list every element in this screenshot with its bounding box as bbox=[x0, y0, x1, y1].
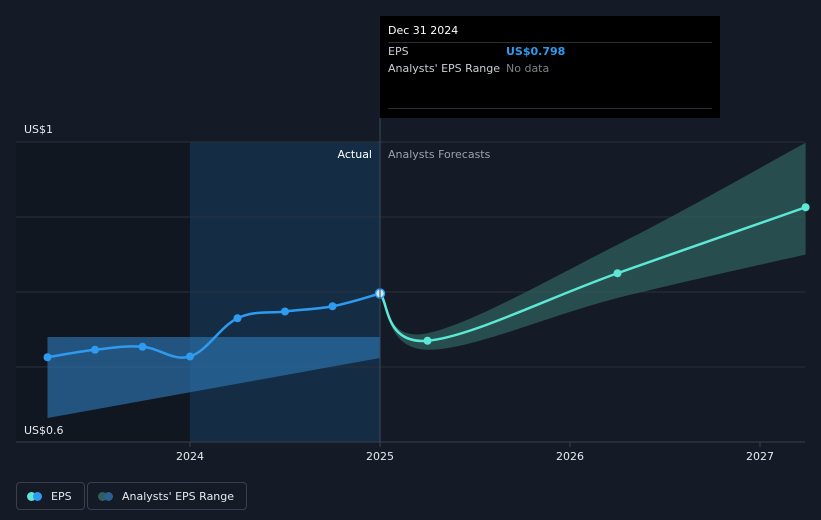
legend-eps[interactable]: EPS bbox=[16, 482, 85, 510]
eps-line-forecast bbox=[378, 206, 807, 343]
tooltip-eps-label: EPS bbox=[388, 45, 409, 58]
tooltip-eps-row: EPS US$0.798 bbox=[388, 42, 712, 60]
actual-label: Actual bbox=[338, 148, 372, 161]
y-tick-label-top: US$1 bbox=[24, 123, 53, 136]
tooltip-range-label: Analysts' EPS Range bbox=[388, 62, 501, 75]
tooltip-range-row: Analysts' EPS Range No data bbox=[388, 60, 712, 77]
forecast-label: Analysts Forecasts bbox=[388, 148, 491, 161]
x-tick-label-2027: 2027 bbox=[746, 450, 774, 463]
tooltip-divider bbox=[388, 108, 712, 109]
eps-point-actual-3 bbox=[186, 352, 194, 361]
range-band-forecast bbox=[380, 142, 806, 350]
legend-range-label: Analysts' EPS Range bbox=[122, 489, 235, 503]
eps-point-actual-4 bbox=[233, 314, 242, 323]
x-tick-label-2024: 2024 bbox=[176, 450, 204, 463]
tooltip: Dec 31 2024 EPS US$0.798 Analysts' EPS R… bbox=[380, 16, 720, 118]
eps-point-forecast-3 bbox=[801, 203, 810, 212]
eps-point-forecast-2 bbox=[613, 269, 622, 278]
eps-point-actual-1 bbox=[91, 345, 99, 354]
tooltip-eps-value: US$0.798 bbox=[506, 45, 566, 58]
tooltip-range-value: No data bbox=[506, 62, 550, 75]
y-tick-label-bottom: US$0.6 bbox=[24, 424, 64, 437]
tooltip-date: Dec 31 2024 bbox=[388, 24, 459, 37]
range-bands bbox=[47, 142, 806, 418]
range-legend-icon bbox=[98, 491, 114, 501]
legend-range[interactable]: Analysts' EPS Range bbox=[87, 482, 248, 510]
x-tick-label-2026: 2026 bbox=[556, 450, 584, 463]
eps-point-actual-0 bbox=[43, 353, 52, 362]
legend-eps-label: EPS bbox=[51, 489, 72, 503]
eps-point-actual-2 bbox=[138, 342, 147, 351]
eps-line-actual bbox=[47, 292, 381, 359]
eps-lines bbox=[47, 206, 807, 359]
eps-point-actual-5 bbox=[281, 307, 289, 316]
eps-point-actual-6 bbox=[328, 302, 337, 311]
eps-legend-icon bbox=[27, 491, 43, 501]
eps-point-forecast-1 bbox=[423, 336, 432, 345]
range-band-actual bbox=[47, 337, 380, 418]
axis-ticks: US$1 US$0.6 2024 2025 2026 2027 bbox=[24, 123, 774, 463]
x-tick-label-2025: 2025 bbox=[366, 450, 394, 463]
